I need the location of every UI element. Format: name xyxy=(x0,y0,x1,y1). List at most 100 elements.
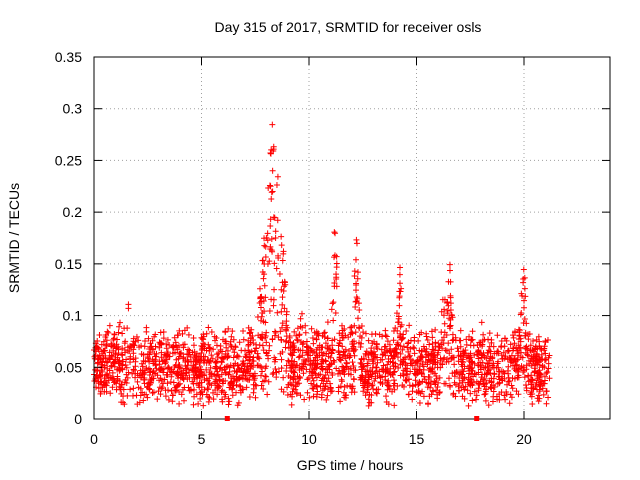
data-point xyxy=(258,364,265,371)
data-point xyxy=(314,391,321,398)
data-point xyxy=(398,321,405,328)
data-point xyxy=(262,319,269,326)
data-point xyxy=(158,377,165,384)
data-point xyxy=(459,363,466,370)
data-point xyxy=(373,389,380,396)
data-point xyxy=(421,346,428,353)
data-point xyxy=(347,324,354,331)
data-point xyxy=(379,356,386,363)
data-point xyxy=(234,402,241,409)
data-point xyxy=(115,329,122,336)
data-point xyxy=(158,341,165,348)
data-point xyxy=(181,397,188,404)
data-point xyxy=(448,346,455,353)
data-point xyxy=(276,270,283,277)
data-point xyxy=(322,372,329,379)
data-point xyxy=(490,393,497,400)
data-point xyxy=(324,319,331,326)
data-point xyxy=(198,384,205,391)
data-point xyxy=(296,373,303,380)
data-point xyxy=(532,383,539,390)
data-point xyxy=(309,334,316,341)
data-point xyxy=(358,340,365,347)
data-point xyxy=(450,336,457,343)
data-point xyxy=(300,340,307,347)
data-point xyxy=(273,374,280,381)
data-point xyxy=(370,356,377,363)
data-point xyxy=(460,368,467,375)
data-point xyxy=(429,368,436,375)
data-point xyxy=(270,302,277,309)
data-point xyxy=(210,396,217,403)
data-point xyxy=(523,366,530,373)
data-point xyxy=(99,368,106,375)
data-point xyxy=(412,359,419,366)
data-point xyxy=(217,342,224,349)
data-point xyxy=(363,389,370,396)
data-point xyxy=(365,337,372,344)
data-point xyxy=(494,360,501,367)
data-point xyxy=(440,356,447,363)
data-point xyxy=(244,368,251,375)
data-point xyxy=(308,325,315,332)
data-point xyxy=(283,367,290,374)
data-point xyxy=(146,357,153,364)
data-point xyxy=(184,324,191,331)
data-point xyxy=(456,374,463,381)
data-point xyxy=(475,387,482,394)
data-point xyxy=(329,346,336,353)
data-point xyxy=(146,371,153,378)
data-point xyxy=(184,350,191,357)
data-point xyxy=(395,342,402,349)
data-point xyxy=(271,260,278,267)
y-tick-label: 0.25 xyxy=(55,152,82,168)
data-point xyxy=(502,396,509,403)
data-point xyxy=(505,363,512,370)
data-point xyxy=(142,337,149,344)
data-point xyxy=(469,397,476,404)
data-point xyxy=(130,366,137,373)
data-point xyxy=(428,350,435,357)
data-point xyxy=(280,374,287,381)
data-point xyxy=(378,346,385,353)
data-point xyxy=(295,354,302,361)
data-point xyxy=(407,345,414,352)
data-point xyxy=(272,365,279,372)
data-point xyxy=(108,340,115,347)
data-point xyxy=(279,320,286,327)
data-point xyxy=(542,350,549,357)
data-point xyxy=(252,394,259,401)
data-point xyxy=(214,354,221,361)
data-point xyxy=(149,389,156,396)
data-point xyxy=(528,362,535,369)
data-point xyxy=(309,368,316,375)
data-point xyxy=(206,394,213,401)
data-point xyxy=(258,313,265,320)
data-point xyxy=(293,389,300,396)
data-point xyxy=(544,368,551,375)
data-point xyxy=(134,401,141,408)
data-point xyxy=(413,389,420,396)
data-point xyxy=(507,391,514,398)
data-point xyxy=(268,189,275,196)
data-point xyxy=(449,331,456,338)
data-point xyxy=(464,379,471,386)
data-point xyxy=(291,369,298,376)
data-point xyxy=(427,384,434,391)
data-point xyxy=(321,374,328,381)
data-point xyxy=(507,341,514,348)
data-point xyxy=(119,352,126,359)
data-point xyxy=(319,366,326,373)
data-point xyxy=(290,344,297,351)
data-point xyxy=(335,348,342,355)
data-point xyxy=(536,342,543,349)
data-point xyxy=(460,384,467,391)
data-point xyxy=(169,398,176,405)
data-point xyxy=(463,336,470,343)
data-point xyxy=(516,333,523,340)
data-point xyxy=(341,326,348,333)
data-point xyxy=(348,323,355,330)
data-point xyxy=(165,364,172,371)
data-point xyxy=(231,349,238,356)
data-point xyxy=(270,369,277,376)
